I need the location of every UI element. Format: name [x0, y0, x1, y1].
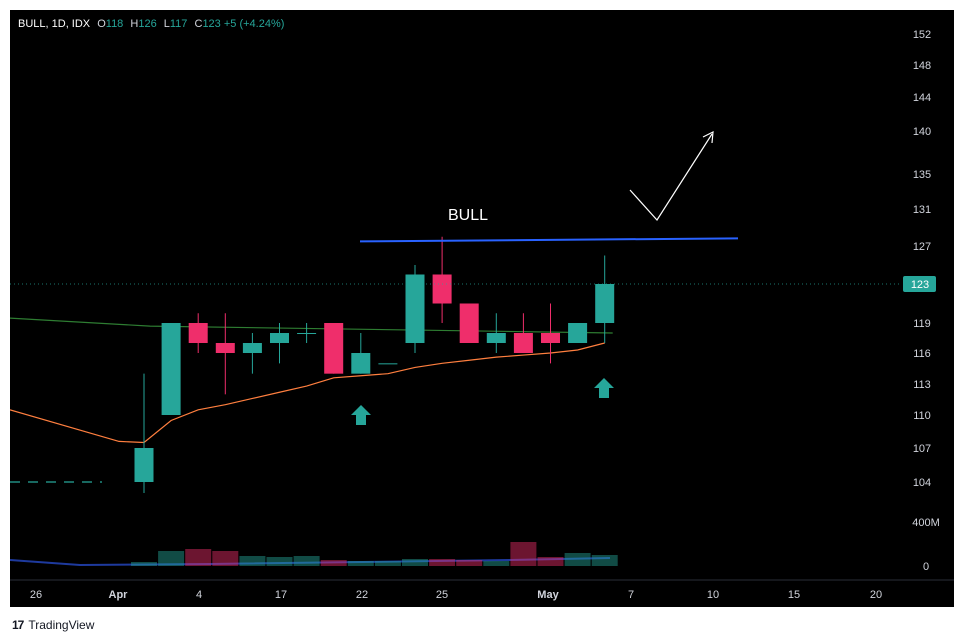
y-tick-label: 131	[913, 204, 931, 216]
volume-bar	[320, 560, 347, 566]
candle-body	[351, 353, 371, 374]
volume-bar	[483, 561, 510, 566]
volume-bar	[537, 557, 564, 566]
tradingview-brand[interactable]: 17 TradingView	[12, 618, 94, 632]
candle-body	[215, 343, 235, 353]
candle-body	[324, 323, 344, 374]
x-tick-label: 20	[870, 589, 882, 601]
symbol-legend: BULL, 1D, IDX O118 H126 L117 C123 +5 (+4…	[18, 18, 284, 30]
volume-bar	[185, 549, 212, 566]
y-tick-label: 152	[913, 29, 931, 41]
buy-signal-arrow-icon	[594, 378, 614, 398]
price-tag-background	[903, 276, 936, 292]
arrow-head-icon	[702, 130, 714, 144]
volume-bar	[131, 562, 157, 566]
candle-body	[161, 323, 181, 415]
x-tick-label: 26	[30, 589, 42, 601]
candle-body	[188, 323, 208, 343]
candle-body	[486, 333, 506, 343]
high-value: 126	[138, 18, 157, 30]
y-tick-label: 127	[913, 241, 931, 253]
y-tick-label: 119	[913, 318, 931, 330]
x-tick-label: 22	[356, 589, 368, 601]
symbol-title: BULL, 1D, IDX	[18, 18, 91, 30]
low-label: L	[163, 18, 170, 30]
chart-frame[interactable]: BULL 152 148 144 140 135 131 127 119 116 113 110 10…	[10, 10, 954, 607]
volume-bar	[374, 561, 401, 566]
candle-body	[405, 274, 425, 343]
volume-bar	[158, 551, 185, 566]
volume-tick-label: 400M	[912, 517, 940, 529]
candle-body	[270, 333, 289, 343]
open-value: 118	[105, 18, 124, 30]
volume-tick-label: 0	[923, 561, 929, 573]
low-value: 117	[169, 18, 188, 30]
volume-ma-line	[10, 557, 611, 567]
y-tick-label: 135	[913, 169, 931, 181]
y-tick-label: 144	[913, 92, 931, 104]
tradingview-logo-icon: 17	[12, 618, 24, 632]
volume-bar	[510, 542, 537, 566]
x-tick-label: 4	[196, 589, 202, 601]
x-tick-label: Apr	[109, 589, 129, 601]
brand-name: TradingView	[28, 618, 95, 632]
price-tag-label: 123	[911, 279, 929, 291]
candle-body	[513, 333, 533, 353]
candle-body	[541, 333, 560, 343]
x-tick-label: 25	[436, 589, 448, 601]
candle-body	[459, 303, 479, 343]
y-tick-label: 104	[913, 477, 931, 489]
x-tick-label: 17	[275, 589, 287, 601]
volume-bar	[402, 559, 428, 566]
bull-annotation-text: BULL	[448, 207, 488, 224]
candle-body	[432, 274, 452, 304]
close-value: 123	[202, 18, 221, 30]
change-value: +5 (+4.24%)	[223, 18, 285, 30]
slow-ma-line	[10, 317, 613, 334]
y-tick-label: 148	[913, 60, 931, 72]
open-label: O	[97, 18, 106, 30]
high-label: H	[130, 18, 139, 30]
fast-ema-line	[10, 342, 605, 444]
resistance-line	[359, 237, 739, 243]
y-tick-label: 110	[913, 410, 931, 422]
candle-body	[595, 284, 615, 323]
y-tick-label: 116	[913, 348, 931, 360]
volume-bar	[212, 551, 239, 566]
x-tick-label: 15	[788, 589, 800, 601]
volume-bar	[564, 553, 591, 566]
candle-body	[378, 363, 398, 365]
candle-body	[134, 448, 154, 482]
candle-body	[568, 323, 588, 343]
checkmark-arrow	[629, 133, 713, 221]
x-tick-label: 10	[707, 589, 719, 601]
volume-bar	[591, 555, 618, 566]
x-tick-label: 7	[628, 589, 634, 601]
volume-bar	[239, 556, 266, 566]
x-tick-label: May	[537, 589, 559, 601]
volume-bar	[347, 561, 374, 566]
candle-body	[242, 343, 262, 353]
volume-bar	[266, 557, 293, 566]
candle-body	[297, 333, 317, 334]
price-chart[interactable]: BULL 152 148 144 140 135 131 127 119 116 113 110 10…	[10, 10, 954, 607]
close-label: C	[194, 18, 203, 30]
volume-bar	[456, 560, 483, 566]
y-tick-label: 140	[913, 126, 931, 138]
buy-signal-arrow-icon	[351, 405, 371, 425]
y-tick-label: 107	[913, 443, 931, 455]
volume-bar	[429, 559, 456, 566]
y-tick-label: 113	[913, 379, 931, 391]
volume-bar	[293, 556, 320, 566]
